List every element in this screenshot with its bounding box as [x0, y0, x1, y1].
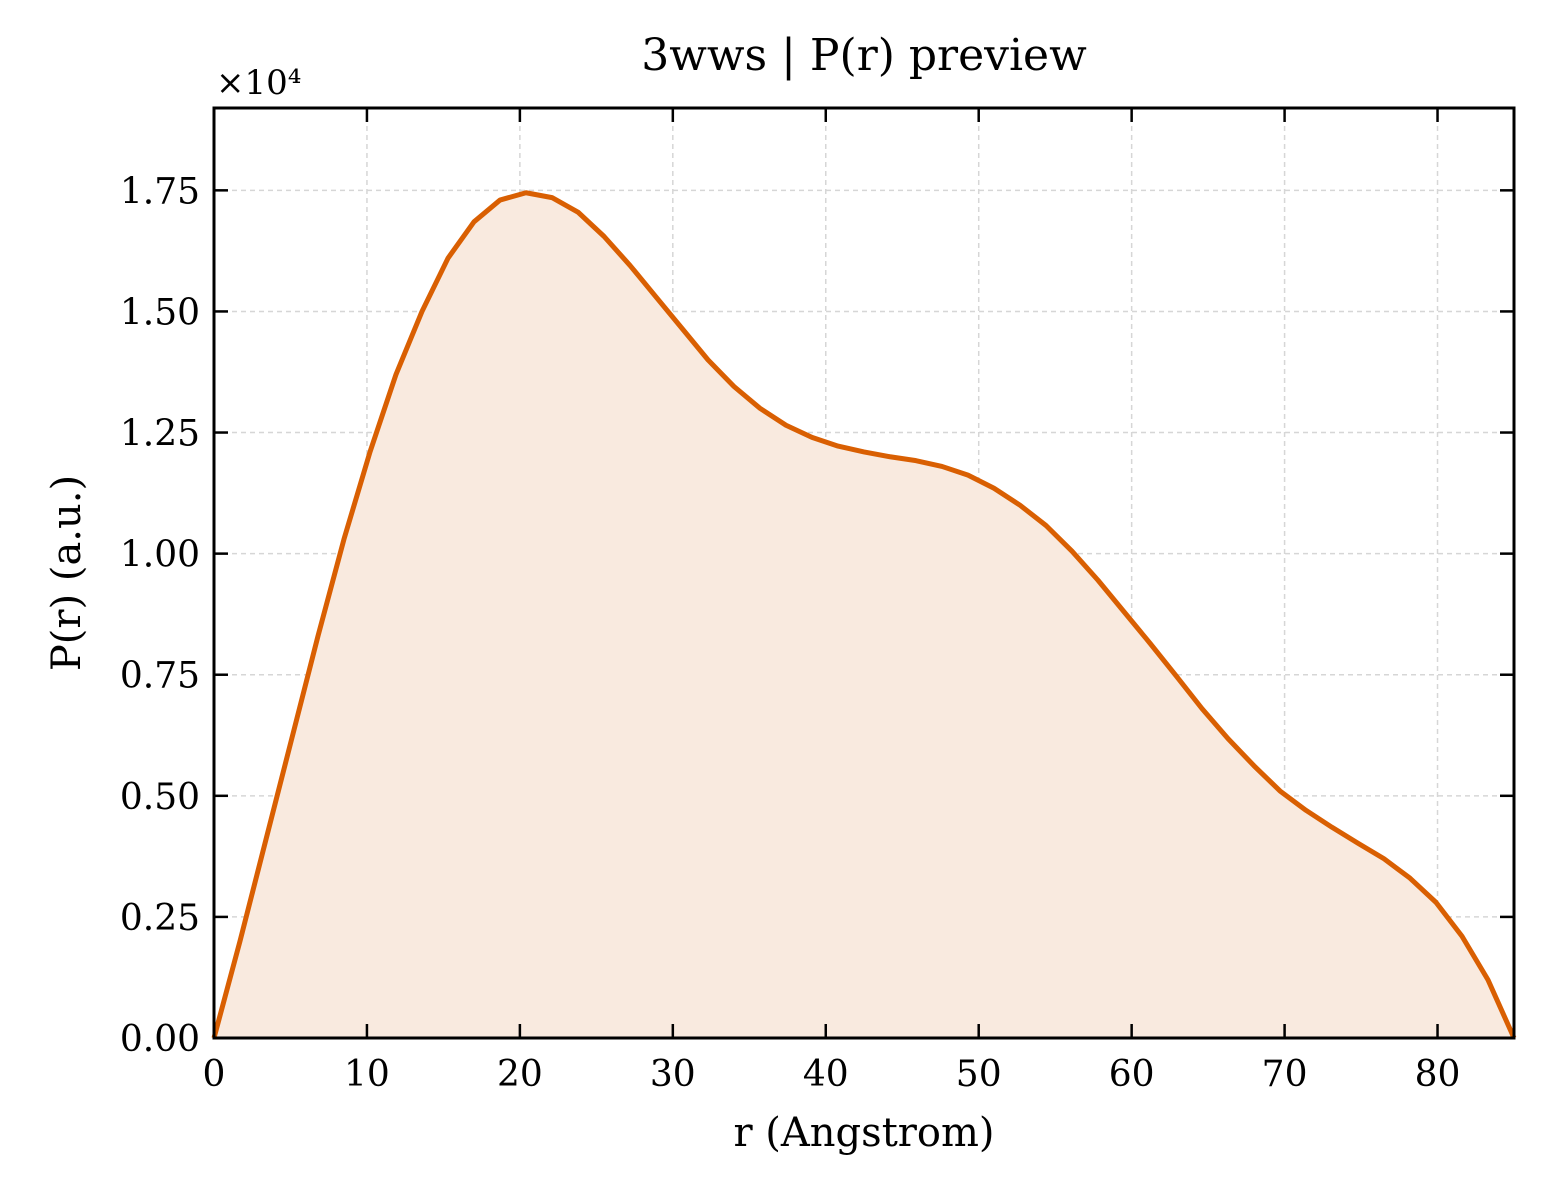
- x-tick-label: 40: [803, 1054, 849, 1095]
- y-axis-label: P(r) (a.u.): [44, 475, 90, 671]
- x-tick-label: 0: [203, 1054, 226, 1095]
- x-tick-label: 20: [497, 1054, 543, 1095]
- ticks: 0 10 20 30 40 50 60 70 80 0.00 0.25 0.50 0.75 1.00 1.2…: [120, 108, 1514, 1095]
- line: [211, 190, 1517, 1040]
- chart-title: 3wws | P(r) preview: [641, 30, 1087, 81]
- plot-area: [211, 190, 1517, 1040]
- axes-frame: [212, 106, 1516, 1040]
- x-tick-label: 70: [1262, 1054, 1308, 1095]
- y-tick-label: 0.00: [120, 1019, 200, 1060]
- x-tick-label: 30: [650, 1054, 696, 1095]
- x-tick-label: 10: [344, 1054, 390, 1095]
- x-tick-label: 60: [1109, 1054, 1155, 1095]
- y-tick-label: 0.50: [120, 777, 200, 818]
- y-tick-label: 1.00: [120, 535, 200, 576]
- y-tick-label: 0.75: [120, 656, 200, 697]
- x-axis-label: r (Angstrom): [733, 1110, 994, 1156]
- y-tick-label: 0.25: [120, 898, 200, 939]
- y-tick-label: 1.25: [120, 414, 200, 455]
- x-tick-label: 80: [1415, 1054, 1461, 1095]
- y-offset-label: ×10⁴: [216, 63, 301, 103]
- y-tick-label: 1.75: [120, 171, 200, 212]
- area-fill: [214, 192, 1514, 1038]
- x-tick-label: 50: [956, 1054, 1002, 1095]
- y-tick-label: 1.50: [120, 292, 200, 333]
